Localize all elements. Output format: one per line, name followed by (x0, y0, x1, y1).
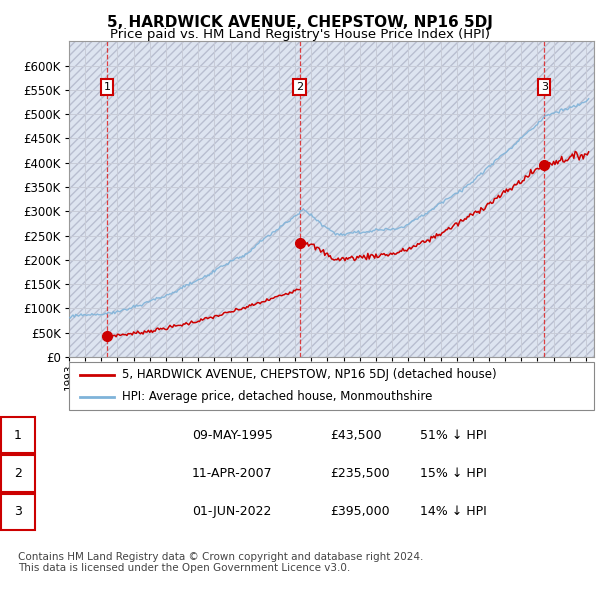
Text: £395,000: £395,000 (330, 505, 389, 519)
Text: Contains HM Land Registry data © Crown copyright and database right 2024.
This d: Contains HM Land Registry data © Crown c… (18, 552, 424, 573)
Text: HPI: Average price, detached house, Monmouthshire: HPI: Average price, detached house, Monm… (121, 391, 432, 404)
Text: 1: 1 (14, 428, 22, 442)
Text: 51% ↓ HPI: 51% ↓ HPI (420, 428, 487, 442)
Text: 2: 2 (14, 467, 22, 480)
Text: £235,500: £235,500 (330, 467, 389, 480)
Text: 11-APR-2007: 11-APR-2007 (192, 467, 272, 480)
Text: 1: 1 (104, 82, 110, 92)
Text: £43,500: £43,500 (330, 428, 382, 442)
Text: 5, HARDWICK AVENUE, CHEPSTOW, NP16 5DJ: 5, HARDWICK AVENUE, CHEPSTOW, NP16 5DJ (107, 15, 493, 30)
Text: 2: 2 (296, 82, 303, 92)
Text: 14% ↓ HPI: 14% ↓ HPI (420, 505, 487, 519)
Text: 01-JUN-2022: 01-JUN-2022 (192, 505, 271, 519)
Text: Price paid vs. HM Land Registry's House Price Index (HPI): Price paid vs. HM Land Registry's House … (110, 28, 490, 41)
FancyBboxPatch shape (69, 362, 594, 410)
Text: 15% ↓ HPI: 15% ↓ HPI (420, 467, 487, 480)
Text: 3: 3 (541, 82, 548, 92)
Text: 5, HARDWICK AVENUE, CHEPSTOW, NP16 5DJ (detached house): 5, HARDWICK AVENUE, CHEPSTOW, NP16 5DJ (… (121, 368, 496, 381)
Text: 3: 3 (14, 505, 22, 519)
Text: 09-MAY-1995: 09-MAY-1995 (192, 428, 273, 442)
